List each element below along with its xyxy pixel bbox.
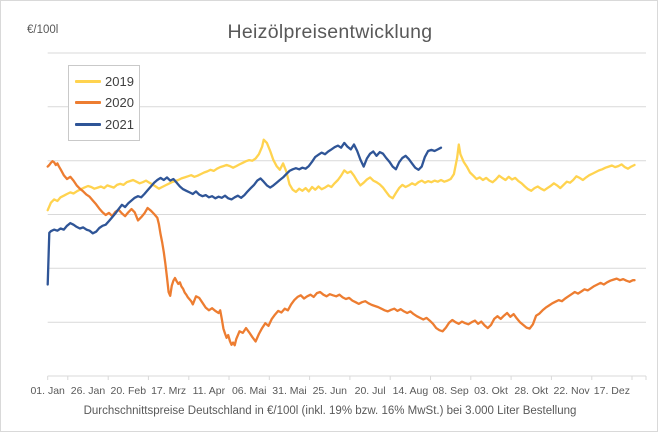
y-axis-unit-label: €/100l [27, 24, 59, 36]
x-axis-tick-label: 22. Nov [553, 385, 590, 397]
legend-item-2019: 2019 [75, 74, 139, 89]
x-axis-tick-label: 26. Jan [70, 385, 106, 397]
x-axis-tick-label: 11. Apr [192, 385, 226, 397]
legend: 2019 2020 2021 [68, 65, 140, 141]
legend-line-swatch [75, 122, 101, 126]
x-axis-tick-label: 06. Mai [231, 385, 267, 397]
legend-line-swatch [75, 80, 101, 84]
legend-item-2021: 2021 [75, 117, 139, 132]
x-axis-tick-label: 20. Jul [354, 385, 386, 397]
legend-label: 2020 [105, 95, 134, 111]
x-axis-tick-label: 17. Dez [593, 385, 630, 397]
chart-title: Heizölpreisentwicklung [227, 21, 433, 43]
legend-items: 2019 2020 2021 [75, 71, 139, 135]
x-axis-tick-label: 25. Jun [312, 385, 348, 397]
x-axis-tick-label: 14. Aug [392, 385, 429, 397]
series-line-2021 [46, 141, 443, 286]
x-axis-tick-label: 20. Feb [110, 385, 147, 397]
series-line-2019 [46, 138, 636, 212]
x-axis-tick-label: 28. Okt [514, 385, 549, 397]
legend-label: 2021 [105, 116, 134, 132]
legend-item-2020: 2020 [75, 95, 139, 110]
x-axis-tick-label: 31. Mai [272, 385, 307, 397]
x-axis-tick-label: 03. Okt [474, 385, 508, 397]
x-axis-tick-label: 17. Mrz [151, 385, 187, 397]
legend-line-swatch [75, 101, 101, 105]
x-axis-tick-label: 08. Sep [432, 385, 469, 397]
x-axis-tick-label: 01. Jan [30, 385, 65, 397]
legend-label: 2019 [105, 74, 134, 90]
x-axis-title: Durchschnittspreise Deutschland in €/100… [83, 405, 577, 417]
series-line-2020 [46, 160, 636, 347]
